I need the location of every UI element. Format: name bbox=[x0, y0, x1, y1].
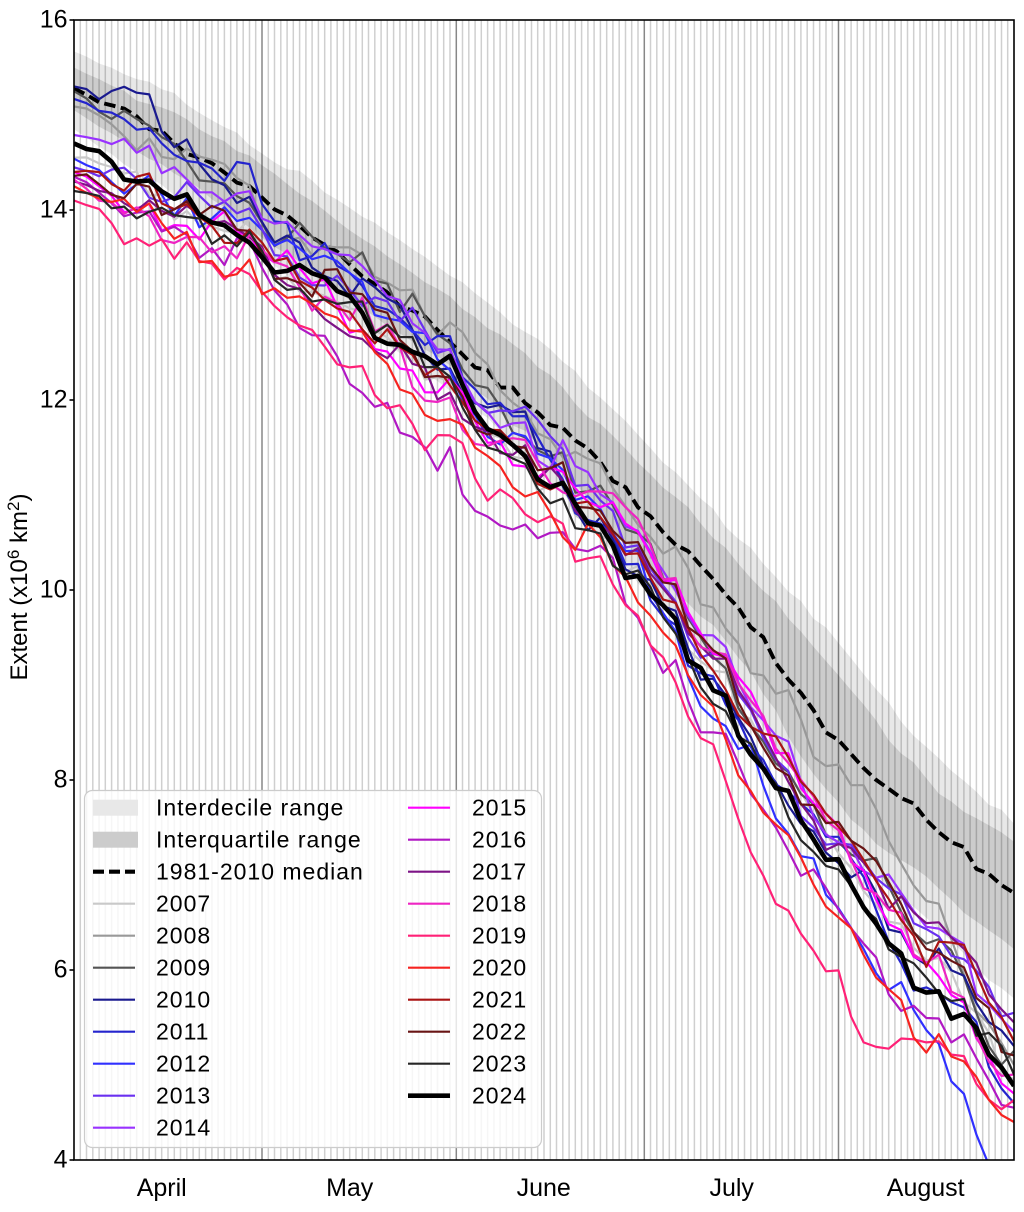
svg-text:July: July bbox=[709, 1174, 754, 1202]
svg-text:1981-2010 median: 1981-2010 median bbox=[156, 859, 364, 885]
svg-text:2016: 2016 bbox=[472, 827, 527, 853]
svg-text:2013: 2013 bbox=[156, 1083, 211, 1109]
svg-text:August: August bbox=[887, 1174, 965, 1202]
svg-text:2024: 2024 bbox=[472, 1083, 527, 1109]
svg-text:2022: 2022 bbox=[472, 1019, 527, 1045]
svg-text:6: 6 bbox=[54, 956, 68, 984]
svg-text:2020: 2020 bbox=[472, 955, 527, 981]
svg-text:Interquartile range: Interquartile range bbox=[156, 827, 362, 853]
svg-text:June: June bbox=[517, 1174, 571, 1202]
svg-text:2008: 2008 bbox=[156, 923, 211, 949]
svg-text:April: April bbox=[137, 1174, 187, 1202]
svg-text:Extent (x106 km2): Extent (x106 km2) bbox=[4, 493, 33, 680]
svg-text:2018: 2018 bbox=[472, 891, 527, 917]
svg-text:16: 16 bbox=[40, 6, 68, 34]
svg-text:10: 10 bbox=[40, 576, 68, 604]
svg-text:2009: 2009 bbox=[156, 955, 211, 981]
svg-text:2015: 2015 bbox=[472, 795, 527, 821]
svg-text:4: 4 bbox=[54, 1146, 68, 1174]
svg-text:2014: 2014 bbox=[156, 1115, 211, 1141]
svg-text:2017: 2017 bbox=[472, 859, 527, 885]
svg-text:2021: 2021 bbox=[472, 987, 527, 1013]
svg-text:8: 8 bbox=[54, 766, 68, 794]
svg-text:2023: 2023 bbox=[472, 1051, 527, 1077]
svg-text:14: 14 bbox=[40, 196, 68, 224]
svg-text:2010: 2010 bbox=[156, 987, 211, 1013]
svg-text:2011: 2011 bbox=[156, 1019, 209, 1045]
svg-text:2012: 2012 bbox=[156, 1051, 211, 1077]
svg-text:12: 12 bbox=[40, 386, 68, 414]
svg-text:May: May bbox=[326, 1174, 374, 1202]
svg-text:2007: 2007 bbox=[156, 891, 211, 917]
svg-text:2019: 2019 bbox=[472, 923, 527, 949]
svg-text:Interdecile range: Interdecile range bbox=[156, 795, 344, 821]
